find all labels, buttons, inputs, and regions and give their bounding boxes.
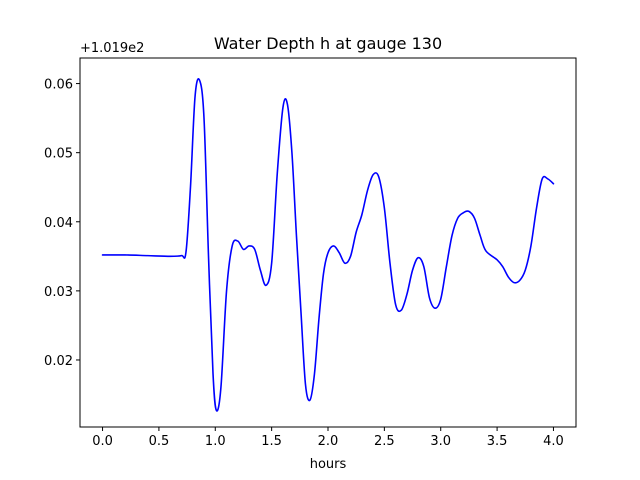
y-axis-offset-label: +1.019e2 — [80, 41, 144, 56]
x-tick-label: 0.5 — [149, 434, 170, 449]
x-tick-label: 4.0 — [543, 434, 564, 449]
y-tick-label: 0.04 — [44, 216, 73, 231]
y-tick-label: 0.02 — [44, 354, 73, 369]
series-layer — [101, 78, 555, 412]
x-tick-label: 3.0 — [430, 434, 451, 449]
x-tick-label: 3.5 — [487, 434, 508, 449]
series-line — [101, 78, 555, 412]
chart-title: Water Depth h at gauge 130 — [214, 34, 442, 53]
y-axis-ticks: 0.02 0.03 0.04 0.05 0.06 — [44, 78, 80, 369]
x-tick-label: 1.5 — [261, 434, 282, 449]
x-axis-ticks: 0.0 0.5 1.0 1.5 2.0 2.5 3.0 3.5 4.0 — [92, 427, 564, 449]
y-tick-label: 0.06 — [44, 78, 73, 93]
x-tick-label: 2.5 — [374, 434, 395, 449]
y-tick-label: 0.05 — [44, 147, 73, 162]
x-tick-label: 0.0 — [92, 434, 113, 449]
y-tick-label: 0.03 — [44, 285, 73, 300]
x-axis-label: hours — [310, 457, 347, 472]
x-tick-label: 2.0 — [318, 434, 339, 449]
x-tick-label: 1.0 — [205, 434, 226, 449]
